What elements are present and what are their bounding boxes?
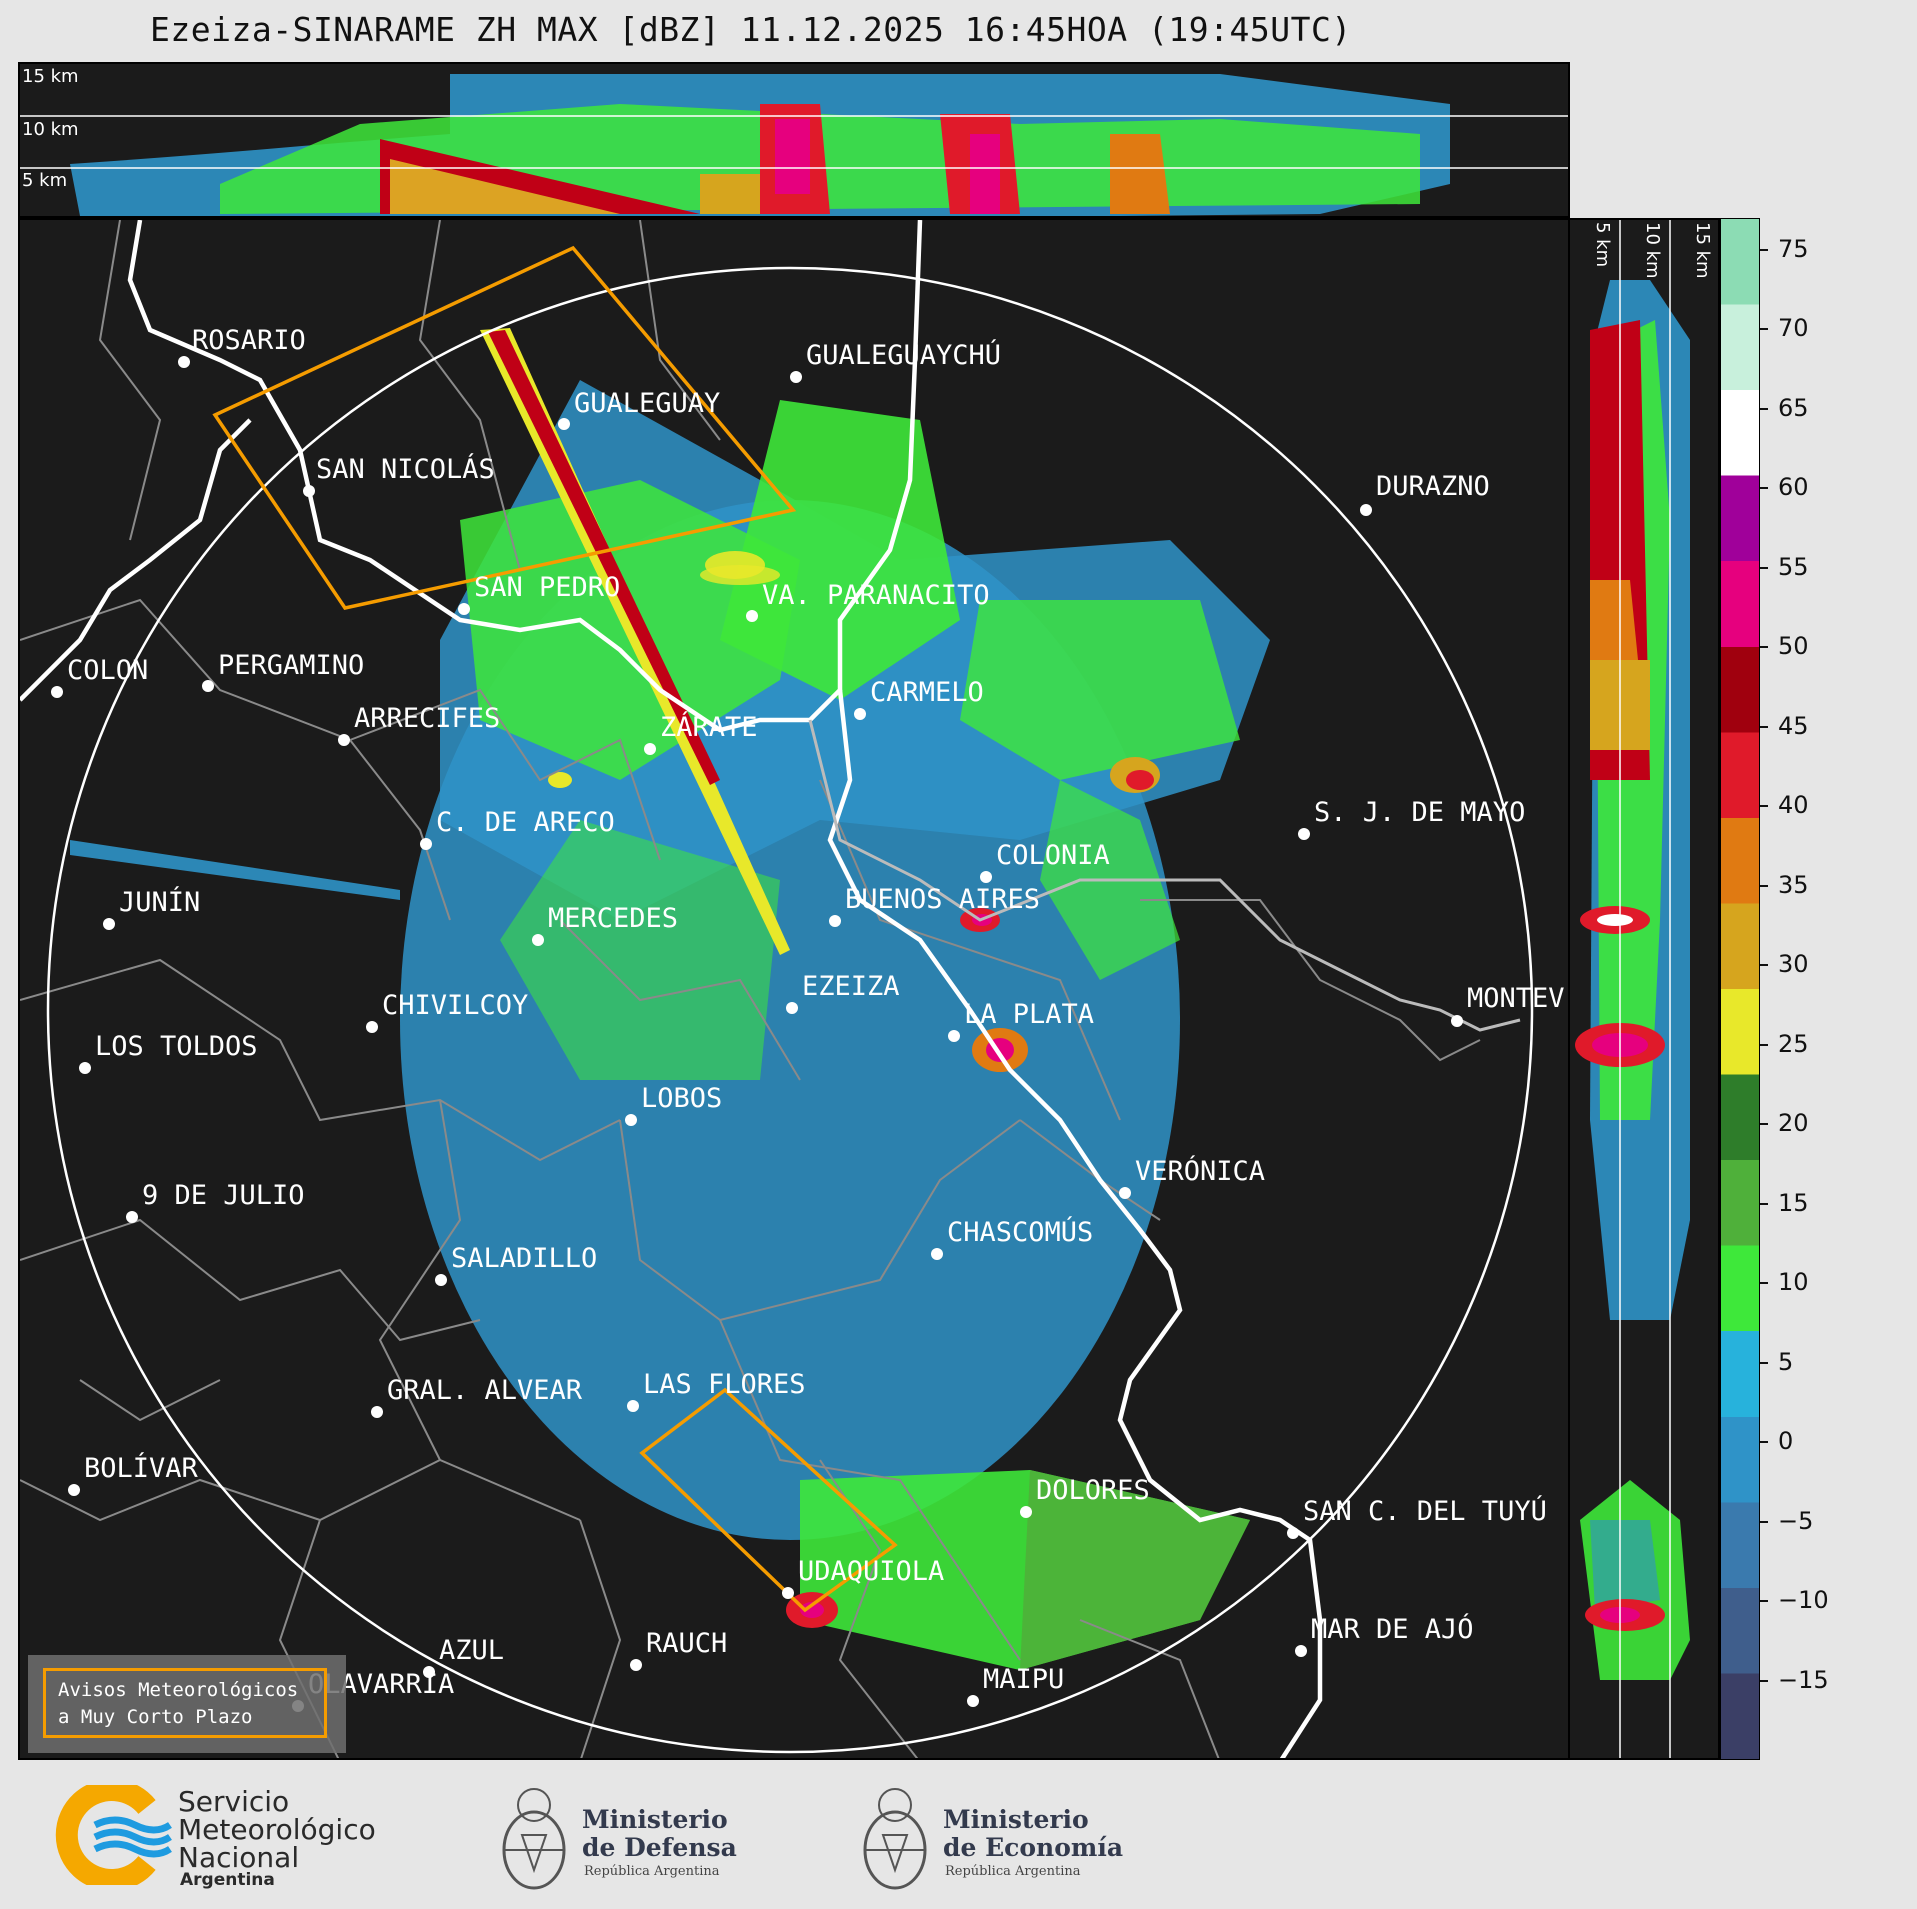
- economia-shield-icon: [863, 1788, 927, 1890]
- colorbar-tick-label: 30: [1778, 950, 1809, 979]
- defensa-shield-icon: [502, 1788, 566, 1890]
- side-height-label-5km: 5 km: [1592, 222, 1613, 268]
- warning-polygon-south[interactable]: [639, 1387, 898, 1613]
- side-cross-section-panel: 5 km 10 km 15 km: [1568, 218, 1720, 1760]
- colorbar-tick-mark: [1760, 248, 1768, 251]
- colorbar-tick-label: 25: [1778, 1029, 1809, 1058]
- colorbar-tick-mark: [1760, 646, 1768, 649]
- colorbar-tick-label: 0: [1778, 1427, 1794, 1456]
- colorbar-tick-label: 15: [1778, 1188, 1809, 1217]
- colorbar-tick-label: 60: [1778, 473, 1809, 502]
- colorbar-tick-label: 75: [1778, 234, 1809, 263]
- colorbar-tick-mark: [1760, 487, 1768, 490]
- dbz-colorbar: [1720, 218, 1760, 1760]
- colorbar-tick-mark: [1760, 566, 1768, 569]
- economia-line1: Ministerio: [943, 1805, 1089, 1834]
- smn-line1: Servicio: [178, 1785, 290, 1818]
- range-ring: [46, 266, 1534, 1754]
- colorbar-tick-label: 45: [1778, 711, 1809, 740]
- colorbar-tick-mark: [1760, 1361, 1768, 1364]
- colorbar-tick-label: −5: [1778, 1506, 1814, 1535]
- defensa-sub: República Argentina: [584, 1864, 720, 1879]
- colorbar-tick-mark: [1760, 328, 1768, 331]
- defensa-line1: Ministerio: [582, 1805, 728, 1834]
- reflectivity-echoes: [70, 328, 1270, 1670]
- colorbar-tick-mark: [1760, 964, 1768, 967]
- colorbar-tick-mark: [1760, 1441, 1768, 1444]
- colorbar-tick-mark: [1760, 407, 1768, 410]
- colorbar-tick-mark: [1760, 805, 1768, 808]
- colorbar-tick-mark: [1760, 1202, 1768, 1205]
- colorbar-tick-mark: [1760, 1123, 1768, 1126]
- colorbar-tick-label: 5: [1778, 1347, 1794, 1376]
- colorbar-tick-mark: [1760, 725, 1768, 728]
- colorbar-tick-label: 70: [1778, 314, 1809, 343]
- radar-map: [20, 220, 1534, 1758]
- admin-boundaries: [20, 220, 1481, 1758]
- warning-legend-line2: a Muy Corto Plazo: [58, 1706, 253, 1728]
- colorbar-tick-label: 35: [1778, 870, 1809, 899]
- warning-polygons[interactable]: [212, 245, 898, 1613]
- colorbar-tick-label: 50: [1778, 632, 1809, 661]
- colorbar-tick-label: 40: [1778, 791, 1809, 820]
- colorbar-tick-mark: [1760, 1600, 1768, 1603]
- smn-line4: Argentina: [180, 1870, 275, 1890]
- height-label-15km: 15 km: [22, 66, 79, 87]
- colorbar-tick-label: 20: [1778, 1109, 1809, 1138]
- colorbar-tick-label: 55: [1778, 552, 1809, 581]
- smn-line3: Nacional: [178, 1841, 300, 1874]
- colorbar-tick-mark: [1760, 1679, 1768, 1682]
- defensa-line2: de Defensa: [582, 1833, 737, 1862]
- height-label-10km: 10 km: [22, 119, 79, 140]
- height-label-5km: 5 km: [22, 170, 68, 191]
- top-cross-section-panel: 15 km 10 km 5 km: [18, 62, 1570, 218]
- radar-map-panel[interactable]: ROSARIO GUALEGUAYCHÚ GUALEGUAY SAN NICOL…: [18, 218, 1570, 1760]
- uruguay-coast: [808, 719, 1521, 1032]
- top-cross-section-echo: [20, 74, 1568, 216]
- colorbar-tick-mark: [1760, 1282, 1768, 1285]
- colorbar-tick-label: −15: [1778, 1665, 1829, 1694]
- warning-legend-box: Avisos Meteorológicos a Muy Corto Plazo: [43, 1668, 327, 1738]
- colorbar-tick-mark: [1760, 884, 1768, 887]
- economia-line2: de Economía: [943, 1833, 1124, 1862]
- warning-legend-line1: Avisos Meteorológicos: [58, 1679, 299, 1701]
- smn-logo-icon: [55, 1785, 172, 1885]
- smn-line2: Meteorológico: [178, 1813, 376, 1846]
- side-height-label-15km: 15 km: [1692, 222, 1713, 279]
- chart-title: Ezeiza-SINARAME ZH MAX [dBZ] 11.12.2025 …: [150, 10, 1352, 49]
- colorbar-tick-label: 10: [1778, 1268, 1809, 1297]
- warning-legend: Avisos Meteorológicos a Muy Corto Plazo: [28, 1655, 346, 1753]
- side-height-label-10km: 10 km: [1642, 222, 1663, 279]
- side-cross-section-echo: [1575, 220, 1690, 1758]
- colorbar-tick-label: −10: [1778, 1586, 1829, 1615]
- colorbar-tick-label: 65: [1778, 393, 1809, 422]
- colorbar-tick-mark: [1760, 1520, 1768, 1523]
- colorbar-tick-mark: [1760, 1043, 1768, 1046]
- economia-sub: República Argentina: [945, 1864, 1081, 1879]
- warning-polygon-north[interactable]: [212, 245, 797, 610]
